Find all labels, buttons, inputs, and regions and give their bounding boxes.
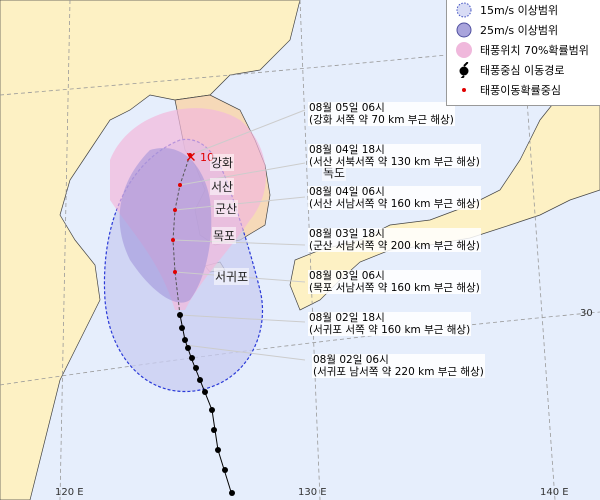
- china-land: [0, 0, 301, 500]
- forecast-center-dot: [173, 270, 177, 274]
- forecast-label: 08월 04일 18시 (서산 서북서쪽 약 130 km 부근 해상): [308, 144, 481, 168]
- lon-label-130: 130 E: [298, 487, 327, 498]
- legend-item: 태풍위치 70%확률범위: [447, 40, 600, 60]
- purple-circle-icon: [456, 22, 472, 38]
- forecast-center-dot: [173, 208, 177, 212]
- past-track-point: [229, 490, 235, 496]
- legend-item: 태풍이동확률중심: [447, 80, 600, 100]
- meridian-130: [299, 0, 321, 500]
- past-track-point: [197, 377, 203, 383]
- past-track-point: [177, 312, 183, 318]
- forecast-label: 08월 02일 18시 (서귀포 서쪽 약 160 km 부근 해상): [308, 312, 472, 336]
- past-track-point: [193, 365, 199, 371]
- forecast-label: 08월 03일 18시 (군산 서남서쪽 약 200 km 부근 해상): [308, 228, 481, 252]
- lon-label-140: 140 E: [540, 487, 569, 498]
- forecast-label: 08월 04일 06시 (서산 서남서쪽 약 160 km 부근 해상): [308, 186, 481, 210]
- past-track-point: [179, 325, 185, 331]
- legend-item: 태풍중심 이동경로: [447, 60, 600, 80]
- forecast-label: 08월 03일 06시 (목포 서남서쪽 약 160 km 부근 해상): [308, 270, 481, 294]
- forecast-label: 08월 02일 06시 (서귀포 남서쪽 약 220 km 부근 해상): [312, 354, 485, 378]
- legend-item: 25m/s 이상범위: [447, 20, 600, 40]
- city-seosan: 서산: [210, 178, 235, 195]
- forecast-center-dot: [171, 238, 175, 242]
- legend-item: 15m/s 이상범위: [447, 0, 600, 20]
- city-mokpo: 목포: [212, 227, 237, 244]
- forecast-center-dot: [188, 153, 192, 157]
- pink-circle-icon: [456, 42, 472, 58]
- meridian-120: [59, 0, 71, 500]
- past-track-point: [209, 407, 215, 413]
- legend: 15m/s 이상범위 25m/s 이상범위 태풍위치 70%확률범위 태풍중심 …: [446, 0, 600, 106]
- forecast-center-dot: [178, 183, 182, 187]
- end-cross-icon: ✕: [185, 150, 197, 166]
- dotted-circle-icon: [456, 2, 472, 18]
- city-ganghwa: 강화: [210, 154, 235, 171]
- red-dot-icon: [462, 88, 466, 92]
- forecast-track-line: [172, 154, 191, 316]
- wind-25ms-area: [119, 148, 212, 303]
- city-gunsan: 군산: [214, 200, 239, 217]
- typhoon-symbol-icon: [459, 62, 469, 78]
- past-track-point: [189, 355, 195, 361]
- past-track-point: [211, 427, 217, 433]
- past-track-point: [215, 447, 221, 453]
- lon-label-120: 120 E: [55, 487, 84, 498]
- lat-label-30: 30: [580, 308, 593, 319]
- city-seogwipo: 서귀포: [214, 268, 250, 285]
- past-track-point: [222, 467, 228, 473]
- parallel-30: [0, 311, 600, 386]
- past-track-point: [202, 389, 208, 395]
- city-dokdo: 독도: [322, 164, 347, 181]
- past-track-point: [185, 345, 191, 351]
- past-track-point: [182, 337, 188, 343]
- forecast-label: 08월 05일 06시 (강화 서쪽 약 70 km 부근 해상): [308, 102, 455, 126]
